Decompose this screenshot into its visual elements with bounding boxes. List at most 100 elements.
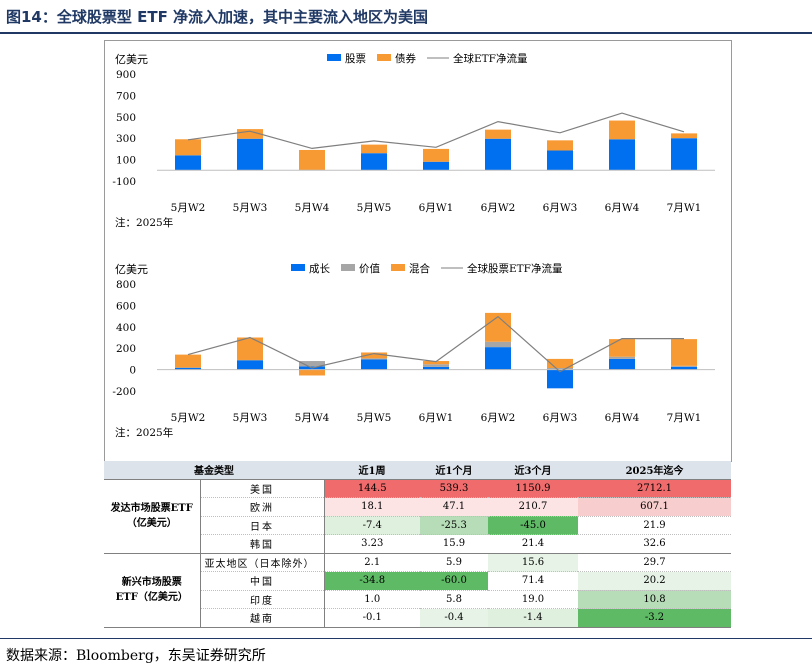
country-cell: 印度 bbox=[200, 590, 325, 609]
value-cell: 71.4 bbox=[488, 571, 578, 591]
value-cell: 15.9 bbox=[420, 534, 488, 554]
c2-x-tick-7月W1: 7月W1 bbox=[667, 412, 702, 424]
value-cell: 3.23 bbox=[324, 534, 420, 554]
c1-x-tick-5月W3: 5月W3 bbox=[233, 202, 268, 214]
header-1w: 近1周 bbox=[324, 461, 420, 480]
c1-x-tick-5月W4: 5月W4 bbox=[295, 202, 330, 214]
value-cell: 15.6 bbox=[488, 553, 578, 572]
group-label: 发达市场股票ETF （亿美元） bbox=[104, 479, 201, 554]
c1-bar-股票-6月W2 bbox=[485, 138, 511, 171]
value-cell: -1.4 bbox=[488, 608, 578, 628]
c1-legend-label-1: 债券 bbox=[395, 52, 416, 65]
equity-etf-style-chart: 亿美元 成长 价值 混合 全球股票ETF净流量 -200 0 200 400 600 800 5月W2… bbox=[112, 262, 715, 439]
c2-legend-label-1: 价值 bbox=[359, 262, 380, 275]
c1-bar-债券-5月W5 bbox=[361, 144, 387, 154]
c1-y-unit-label: 亿美元 bbox=[115, 53, 148, 66]
c2-bar-价值-6月W4 bbox=[609, 356, 635, 359]
source-rule bbox=[0, 638, 812, 639]
title-rule bbox=[0, 32, 812, 34]
c1-y-tick-4: 700 bbox=[116, 90, 136, 102]
charts-frame: 亿美元 股票 债券 全球ETF净流量 -100 100 300 500 700 900 5月W2 5月… bbox=[104, 40, 732, 462]
table-row: 韩国 3.23 15.9 21.4 32.6 bbox=[104, 534, 731, 554]
c2-bar-混合-5月W2 bbox=[175, 354, 201, 368]
table-header-row: 基金类型 近1周 近1个月 近3个月 2025年迄今 bbox=[104, 461, 731, 480]
c2-bar-价值-7月W1 bbox=[671, 365, 697, 367]
c2-bar-价值-5月W4 bbox=[299, 361, 325, 367]
value-cell: 1.0 bbox=[324, 590, 420, 609]
c2-legend-label-0: 成长 bbox=[309, 263, 330, 275]
c1-legend-swatch-1 bbox=[377, 54, 391, 61]
c2-x-tick-6月W1: 6月W1 bbox=[419, 412, 454, 424]
value-cell: -45.0 bbox=[488, 516, 578, 535]
c2-y-tick-2: 200 bbox=[116, 343, 136, 355]
group-label: 新兴市场股票 ETF（亿美元） bbox=[104, 553, 201, 628]
table-row: 欧洲 18.1 47.1 210.7 607.1 bbox=[104, 497, 731, 517]
c1-legend-swatch-0 bbox=[327, 54, 341, 61]
c2-y-tick-5: 800 bbox=[116, 279, 136, 291]
c1-x-tick-6月W1: 6月W1 bbox=[419, 202, 454, 214]
c2-legend-swatch-2 bbox=[391, 264, 405, 271]
c2-legend-label-2: 混合 bbox=[409, 262, 430, 275]
c2-x-tick-5月W2: 5月W2 bbox=[171, 412, 206, 424]
value-cell: 607.1 bbox=[578, 497, 731, 517]
c1-bar-债券-7月W1 bbox=[671, 133, 697, 139]
source-note: 数据来源：Bloomberg，东吴证券研究所 bbox=[6, 648, 266, 664]
c1-x-tick-7月W1: 7月W1 bbox=[667, 202, 702, 214]
c1-y-tick-2: 300 bbox=[116, 133, 136, 145]
country-cell: 韩国 bbox=[200, 534, 325, 554]
country-cell: 美国 bbox=[200, 479, 325, 498]
c2-note: 注：2025年 bbox=[115, 426, 173, 439]
c2-legend-label-3: 全球股票ETF净流量 bbox=[467, 262, 563, 275]
c2-legend-swatch-1 bbox=[341, 264, 355, 271]
c2-bar-价值-6月W2 bbox=[485, 341, 511, 348]
value-cell: 5.9 bbox=[420, 553, 488, 572]
c2-bar-成长-5月W3 bbox=[237, 360, 263, 370]
c2-y-tick-3: 400 bbox=[116, 322, 136, 334]
c2-bar-混合-5月W4 bbox=[299, 369, 325, 376]
c2-x-tick-6月W2: 6月W2 bbox=[481, 412, 516, 424]
value-cell: 144.5 bbox=[324, 479, 420, 498]
c2-bar-混合-5月W5 bbox=[361, 352, 387, 359]
c2-x-tick-5月W4: 5月W4 bbox=[295, 412, 330, 424]
value-cell: 1150.9 bbox=[488, 479, 578, 498]
table-row: 发达市场股票ETF （亿美元） 美国 144.5 539.3 1150.9 2712.1 bbox=[104, 479, 731, 554]
group-label-line1: 新兴市场股票 bbox=[121, 577, 182, 588]
c2-bar-混合-6月W3 bbox=[547, 358, 573, 368]
value-cell: -3.2 bbox=[578, 608, 731, 628]
value-cell: -0.1 bbox=[324, 608, 420, 628]
c2-y-tick-4: 600 bbox=[116, 300, 136, 312]
c1-bar-股票-6月W3 bbox=[547, 150, 573, 171]
c2-bar-价值-5月W3 bbox=[237, 359, 263, 361]
table-row: 印度 1.0 5.8 19.0 10.8 bbox=[104, 590, 731, 609]
c2-x-tick-6月W4: 6月W4 bbox=[605, 412, 640, 424]
figure-title: 图14：全球股票型 ETF 净流入加速，其中主要流入地区为美国 bbox=[6, 8, 429, 26]
table-row: 中国 -34.8 -60.0 71.4 20.2 bbox=[104, 571, 731, 591]
c1-legend-label-2: 全球ETF净流量 bbox=[453, 52, 528, 65]
c1-legend-label-0: 股票 bbox=[345, 53, 366, 65]
group-label-line1: 发达市场股票ETF bbox=[110, 503, 193, 514]
c2-x-tick-5月W5: 5月W5 bbox=[357, 412, 392, 424]
c1-bar-债券-6月W4 bbox=[609, 120, 635, 140]
c2-bar-价值-5月W5 bbox=[361, 358, 387, 360]
value-cell: -34.8 bbox=[324, 571, 420, 591]
c1-bar-股票-5月W5 bbox=[361, 153, 387, 171]
c1-y-tick-1: 100 bbox=[116, 155, 136, 167]
value-cell: 32.6 bbox=[578, 534, 731, 554]
header-fund-type: 基金类型 bbox=[104, 461, 324, 480]
c1-bar-股票-6月W1 bbox=[423, 161, 449, 171]
c2-bar-成长-6月W4 bbox=[609, 358, 635, 370]
flow-table: 基金类型 近1周 近1个月 近3个月 2025年迄今 发达市场股票ETF （亿美元… bbox=[104, 461, 731, 628]
table-row: 新兴市场股票 ETF（亿美元） 亚太地区（日本除外） 2.1 5.9 15.6 29.7 bbox=[104, 553, 731, 628]
c1-bar-股票-5月W2 bbox=[175, 155, 201, 171]
table-row: 日本 -7.4 -25.3 -45.0 21.9 bbox=[104, 516, 731, 535]
c1-y-tick-3: 500 bbox=[116, 112, 136, 124]
value-cell: 21.9 bbox=[578, 516, 731, 535]
c2-bar-混合-6月W2 bbox=[485, 312, 511, 342]
header-3m: 近3个月 bbox=[488, 461, 578, 480]
c2-bar-价值-6月W3 bbox=[547, 367, 573, 370]
c1-bar-债券-5月W2 bbox=[175, 139, 201, 156]
value-cell: 18.1 bbox=[324, 497, 420, 517]
etf-flow-chart: 亿美元 股票 债券 全球ETF净流量 -100 100 300 500 700 900 5月W2 5月… bbox=[112, 52, 715, 229]
c2-legend-swatch-0 bbox=[291, 264, 305, 271]
value-cell: 210.7 bbox=[488, 497, 578, 517]
